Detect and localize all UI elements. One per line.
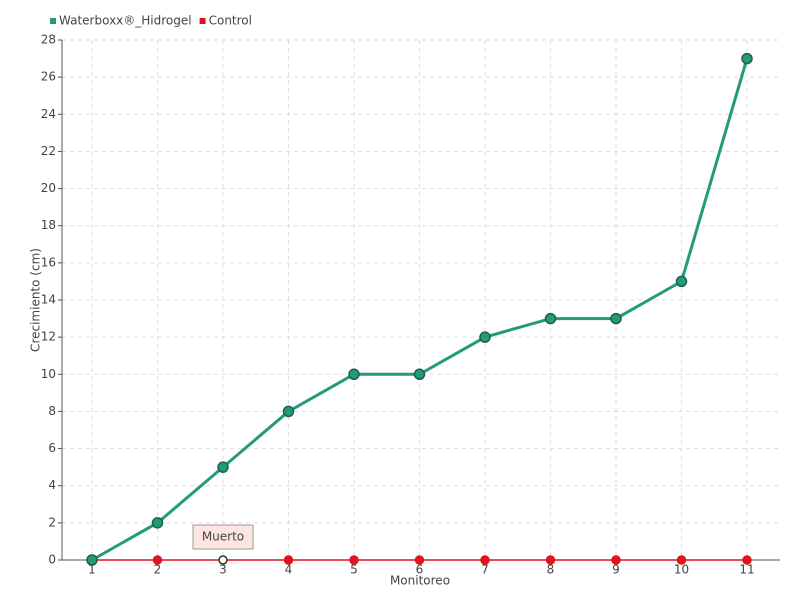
y-tick-label: 10	[41, 367, 56, 381]
y-tick-label: 4	[48, 478, 56, 492]
data-point	[86, 554, 98, 566]
y-tick-label: 26	[41, 70, 56, 84]
y-tick-label: 6	[48, 441, 56, 455]
data-point	[414, 555, 425, 565]
legend-label: Control	[209, 14, 252, 28]
data-point	[218, 555, 228, 565]
data-point	[413, 368, 426, 381]
y-tick-label: 28	[41, 33, 56, 47]
x-tick-label: 3	[219, 563, 227, 577]
x-tick-label: 4	[285, 563, 293, 577]
data-point	[545, 555, 556, 565]
x-tick-label: 2	[154, 563, 162, 577]
data-point	[217, 461, 229, 473]
y-tick-label: 14	[41, 293, 56, 307]
annotation-box	[192, 524, 254, 550]
data-point	[480, 555, 490, 565]
data-point	[611, 555, 621, 565]
x-tick-label: 1	[88, 563, 96, 577]
data-point	[676, 555, 687, 565]
x-tick-label: 5	[350, 563, 358, 577]
y-tick-label: 12	[41, 330, 56, 344]
annotation-text: Muerto	[202, 530, 244, 544]
legend-label: Waterboxx®_Hidrogel	[59, 14, 192, 28]
y-tick-label: 18	[41, 218, 56, 232]
x-tick-label: 9	[612, 563, 620, 577]
data-point	[282, 405, 295, 418]
y-tick-label: 0	[48, 553, 56, 567]
grid	[62, 39, 780, 561]
x-tick-label: 7	[481, 563, 489, 577]
data-point	[544, 312, 557, 325]
data-point	[152, 555, 163, 565]
x-tick-label: 6	[416, 563, 424, 577]
data-point	[151, 517, 164, 529]
x-tick-label: 8	[547, 563, 555, 577]
y-tick-label: 16	[41, 255, 56, 269]
x-tick-label: 10	[674, 563, 689, 577]
data-point	[349, 555, 359, 565]
data-point	[283, 555, 294, 565]
x-axis-label: Monitoreo	[390, 574, 450, 588]
data-point	[348, 368, 360, 381]
data-point	[742, 555, 752, 565]
data-point	[479, 331, 491, 343]
y-axis-label: Crecimiento (cm)	[29, 248, 43, 352]
data-point	[741, 52, 753, 65]
legend-swatch	[50, 18, 56, 24]
y-tick-label: 2	[48, 515, 56, 529]
series-line	[91, 58, 749, 562]
data-point	[675, 275, 688, 288]
y-tick-label: 24	[41, 107, 56, 121]
x-tick-label: 11	[739, 563, 754, 577]
y-tick-label: 20	[41, 181, 56, 195]
data-point	[610, 312, 622, 325]
legend-swatch	[199, 18, 206, 24]
y-tick-label: 22	[41, 144, 56, 158]
y-tick-label: 8	[48, 404, 56, 418]
